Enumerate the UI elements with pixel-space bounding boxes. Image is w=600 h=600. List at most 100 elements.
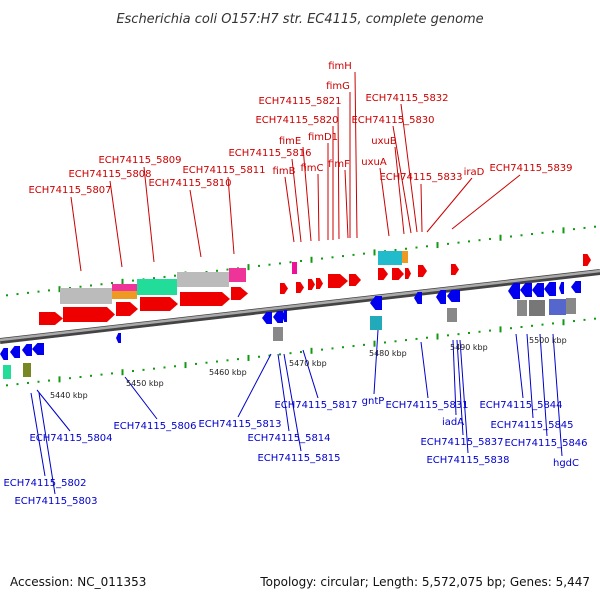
forward-gene-arrow [451,264,459,275]
scale-labels: 5440 kbp 5450 kbp 5460 kbp 5470 kbp 5480 kbp… [50,336,567,400]
tick-mark-upper [447,242,449,245]
tick-mark-lower [90,374,92,377]
forward-gene-label: ECH74115_5820 [255,115,338,126]
tick-mark-lower [268,354,271,357]
forward-label-leader [317,173,320,242]
tick-mark-upper [489,237,491,240]
block-teal-1 [137,279,177,295]
tick-mark-lower [121,369,124,376]
scale-kbp-label: 5460 kbp [209,368,247,377]
reverse-label-leader [515,333,524,399]
tick-mark-upper [583,226,586,229]
scale-kbp-label: 5450 kbp [126,379,164,388]
reverse-label-leader [452,339,457,416]
tick-mark-upper [415,246,418,249]
reverse-gene-label: ECH74115_5817 [274,400,357,411]
topology-text: Topology: circular; Length: 5,572,075 bp… [259,575,590,589]
reverse-label-leader [38,392,56,495]
forward-label-leader [451,174,521,230]
tick-mark-lower [216,360,218,363]
forward-gene-label: ECH74115_5832 [365,93,448,104]
tick-mark-upper [426,245,428,248]
tick-mark-lower [153,367,155,370]
tick-mark-lower [321,348,323,351]
forward-label-leader [227,176,235,255]
tick-mark-upper [594,225,596,228]
reverse-gene-label: ECH74115_5844 [479,400,562,411]
forward-gene-label: uxuB [371,136,397,147]
tick-mark-lower [258,355,260,358]
tick-mark-lower [384,341,386,344]
forward-label-leader [354,71,358,239]
forward-label-leader [337,106,340,240]
forward-gene-label: fimH [328,61,352,72]
tick-mark-upper [300,260,302,262]
tick-mark-upper [573,228,575,231]
forward-gene-labels: fimH fimG ECH74115_5821 ECH74115_5832 ECH741… [28,61,573,272]
reverse-gene-arrow [559,282,564,294]
tick-mark-lower [363,343,365,346]
reverse-gene-arrow [455,290,460,302]
reverse-gene-label: ECH74115_5814 [247,433,330,444]
tick-mark-lower [16,383,19,386]
forward-gene-label: iraD [464,167,485,178]
scale-kbp-label: 5490 kbp [450,343,488,352]
tick-mark-upper [153,277,155,280]
reverse-gene-label: ECH74115_5831 [385,400,468,411]
conserved-blocks [3,251,576,379]
tick-mark-lower [226,359,229,362]
tick-mark-lower [48,379,50,382]
forward-gene-arrow [328,274,348,288]
tick-rows [6,225,596,387]
tick-mark-lower [415,337,418,340]
tick-mark-lower [310,347,313,354]
reverse-label-leader [420,341,429,399]
tick-mark-upper [121,278,124,285]
tick-mark-lower [69,377,71,380]
forward-gene-arrow [308,279,315,290]
tick-mark-upper [216,269,218,272]
reverse-label-leader [373,329,379,395]
tick-mark-lower [352,345,355,348]
reverse-gene-arrow [116,333,121,343]
reverse-gene-label: ECH74115_5815 [257,453,340,464]
block-teal-2 [3,365,11,379]
tick-mark-upper [247,264,250,271]
block-gray-1 [60,288,112,304]
forward-gene-label: fimD1 [308,132,338,143]
tick-mark-upper [331,256,334,259]
tick-mark-upper [258,264,260,267]
tick-mark-lower [520,326,523,329]
block-orange-1 [112,291,137,299]
reverse-gene-arrow [10,346,20,358]
forward-gene-arrow [296,282,304,293]
reverse-gene-label: gntP [362,396,385,407]
forward-gene-label: fimG [326,81,350,92]
forward-gene-arrow [39,312,63,325]
reverse-gene-arrow [508,283,520,299]
tick-mark-lower [184,362,187,369]
reverse-gene-label: ECH74115_5803 [14,496,97,507]
block-gray-5 [517,300,527,316]
forward-gene-label: ECH74115_5833 [379,172,462,183]
forward-gene-label: ECH74115_5816 [228,148,311,159]
tick-mark-upper [562,227,565,234]
tick-mark-upper [226,268,229,271]
tick-mark-lower [111,372,113,375]
tick-mark-upper [405,247,407,250]
tick-mark-upper [394,248,397,251]
forward-gene-label: ECH74115_5839 [489,163,572,174]
genome-title: Escherichia coli O157:H7 str. EC4115, co… [116,12,483,27]
reverse-label-leader [30,392,46,477]
forward-gene-arrow [405,268,411,279]
tick-mark-lower [562,319,565,326]
block-gray-2 [177,272,229,287]
tick-mark-upper [436,242,439,249]
forward-gene-label: ECH74115_5807 [28,185,111,196]
forward-gene-arrow [316,278,323,289]
tick-mark-lower [205,361,208,364]
reverse-gene-label: ECH74115_5813 [198,419,281,430]
reverse-label-leader [277,353,290,432]
reverse-gene-arrow [22,344,32,356]
